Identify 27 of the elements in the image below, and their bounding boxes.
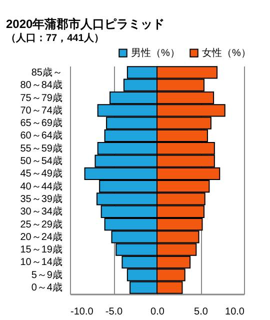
x-tick-label: 5.0: [194, 306, 208, 318]
y-tick-label: 70～74歳: [20, 104, 62, 116]
chart-title: 2020年蒲郡市人口ピラミッド: [6, 17, 165, 31]
x-tick-label: -10.0: [70, 306, 94, 318]
y-tick-label: 25～29歳: [20, 218, 62, 230]
y-tick-label: 50～54歳: [20, 155, 62, 168]
y-tick-label: 30～34歳: [20, 206, 62, 218]
y-tick-label: 80～84歳: [20, 79, 62, 92]
y-tick-label: 20～24歳: [20, 230, 62, 243]
y-tick-label: 15～19歳: [20, 244, 62, 256]
x-tick-label: 10.0: [225, 306, 245, 318]
y-tick-label: 65～69歳: [20, 117, 62, 130]
y-tick-label: 55～59歳: [20, 142, 62, 154]
legend-label: 男性（%）: [131, 47, 180, 60]
y-tick-label: 85歳～: [31, 66, 62, 78]
y-tick-label: 35～39歳: [20, 192, 62, 205]
y-tick-label: 45～49歳: [20, 168, 62, 180]
y-tick-label: 5～9歳: [31, 268, 62, 281]
x-tick-label: 0.0: [150, 306, 165, 318]
y-tick-label: 60～64歳: [20, 130, 62, 142]
x-tick-label: -5.0: [105, 306, 124, 318]
y-tick-label: 0～4歳: [31, 282, 62, 294]
y-tick-label: 40～44歳: [20, 180, 62, 192]
y-tick-label: 75～79歳: [20, 92, 62, 104]
y-tick-label: 10～14歳: [20, 256, 62, 268]
chart-subtitle: （人口：77，441人）: [6, 32, 104, 44]
legend-label: 女性（%）: [202, 47, 251, 60]
